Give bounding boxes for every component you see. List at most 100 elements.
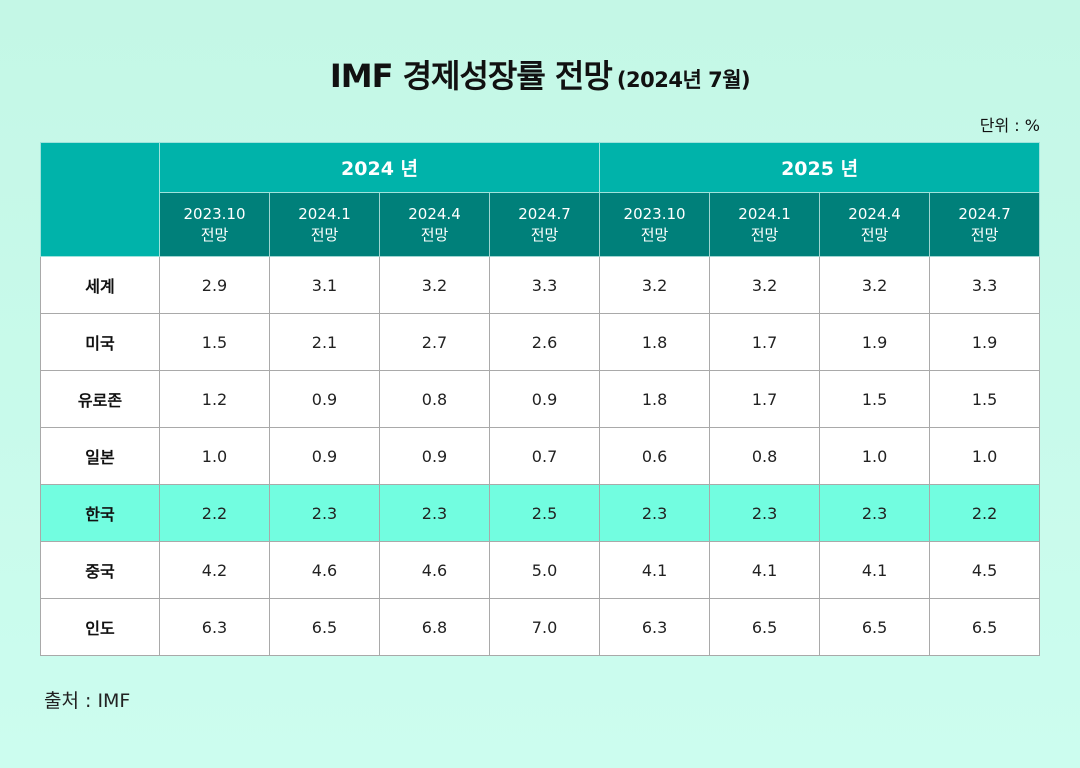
value-cell: 2.3 <box>709 484 821 542</box>
table-row: 중국 4.2 4.6 4.6 5.0 4.1 4.1 4.1 4.5 <box>40 541 1041 599</box>
value-cell: 3.2 <box>599 256 711 314</box>
period-header-cell: 2024.1 전망 <box>269 192 380 257</box>
value-cell: 2.6 <box>488 313 601 371</box>
period-suffix-label: 전망 <box>530 225 559 244</box>
value-cell: 6.5 <box>819 598 931 656</box>
forecast-table: 2024 년 2025 년 2023.10 전망 2024.1 전망 2024.4 전망 2… <box>40 142 1041 656</box>
table-row: 한국 2.2 2.3 2.3 2.5 2.3 2.3 2.3 2.2 <box>40 484 1041 542</box>
chart-title-main: IMF 경제성장률 전망 <box>329 57 613 95</box>
period-suffix-label: 전망 <box>420 225 449 244</box>
source-note: 출처 : IMF <box>44 690 131 712</box>
value-cell: 2.9 <box>159 256 270 314</box>
row-label-country: 중국 <box>40 541 160 599</box>
value-cell: 6.5 <box>709 598 821 656</box>
value-cell: 3.3 <box>929 256 1041 314</box>
value-cell: 2.3 <box>599 484 711 542</box>
value-cell: 1.7 <box>709 313 821 371</box>
corner-header-cell <box>40 142 160 257</box>
value-cell: 3.2 <box>379 256 490 314</box>
period-suffix-label: 전망 <box>200 225 229 244</box>
value-cell: 4.6 <box>379 541 490 599</box>
period-header-cell: 2024.7 전망 <box>929 192 1041 257</box>
value-cell: 2.5 <box>488 484 601 542</box>
value-cell: 1.0 <box>929 427 1041 485</box>
value-cell: 4.1 <box>819 541 931 599</box>
value-cell: 6.5 <box>269 598 380 656</box>
year-header-row: 2024 년 2025 년 <box>40 142 1041 257</box>
value-cell: 6.3 <box>599 598 711 656</box>
value-cell: 2.7 <box>379 313 490 371</box>
value-cell: 1.7 <box>709 370 821 428</box>
value-cell: 2.3 <box>269 484 380 542</box>
value-cell: 2.3 <box>819 484 931 542</box>
chart-title-sub: (2024년 7월) <box>616 68 751 92</box>
period-date-label: 2024.4 <box>848 204 901 223</box>
chart-title: IMF 경제성장률 전망 (2024년 7월) <box>0 52 1080 106</box>
value-cell: 0.7 <box>488 427 601 485</box>
period-header-cell: 2024.1 전망 <box>709 192 821 257</box>
period-suffix-label: 전망 <box>860 225 889 244</box>
value-cell: 1.5 <box>929 370 1041 428</box>
row-label-country: 미국 <box>40 313 160 371</box>
period-header-cell: 2024.7 전망 <box>488 192 601 257</box>
table-row: 세계 2.9 3.1 3.2 3.3 3.2 3.2 3.2 3.3 <box>40 256 1041 314</box>
period-date-label: 2023.10 <box>623 204 686 223</box>
value-cell: 2.2 <box>929 484 1041 542</box>
value-cell: 6.3 <box>159 598 270 656</box>
table-row: 인도 6.3 6.5 6.8 7.0 6.3 6.5 6.5 6.5 <box>40 598 1041 656</box>
value-cell: 6.8 <box>379 598 490 656</box>
period-date-label: 2024.1 <box>738 204 791 223</box>
value-cell: 0.8 <box>709 427 821 485</box>
value-cell: 2.2 <box>159 484 270 542</box>
period-date-label: 2024.1 <box>298 204 351 223</box>
value-cell: 1.2 <box>159 370 270 428</box>
table-row: 일본 1.0 0.9 0.9 0.7 0.6 0.8 1.0 1.0 <box>40 427 1041 485</box>
value-cell: 5.0 <box>488 541 601 599</box>
period-header-row: 2023.10 전망 2024.1 전망 2024.4 전망 2024.7 전망 2023.10… <box>41 192 1041 257</box>
period-date-label: 2024.7 <box>518 204 571 223</box>
value-cell: 1.5 <box>159 313 270 371</box>
value-cell: 3.2 <box>709 256 821 314</box>
row-label-country: 인도 <box>40 598 160 656</box>
value-cell: 2.3 <box>379 484 490 542</box>
value-cell: 6.5 <box>929 598 1041 656</box>
value-cell: 1.8 <box>599 370 711 428</box>
table-body: 세계 2.9 3.1 3.2 3.3 3.2 3.2 3.2 3.3 미국 1.5 2.1 2.7 2.6… <box>40 256 1041 656</box>
value-cell: 2.1 <box>269 313 380 371</box>
unit-label: 단위 : % <box>979 116 1040 135</box>
row-label-country: 한국 <box>40 484 160 542</box>
value-cell: 3.1 <box>269 256 380 314</box>
value-cell: 4.1 <box>599 541 711 599</box>
value-cell: 0.9 <box>488 370 601 428</box>
year-header-2025: 2025 년 <box>599 142 1041 193</box>
period-date-label: 2024.7 <box>958 204 1011 223</box>
period-suffix-label: 전망 <box>970 225 999 244</box>
period-suffix-label: 전망 <box>310 225 339 244</box>
period-header-cell: 2024.4 전망 <box>379 192 490 257</box>
value-cell: 0.6 <box>599 427 711 485</box>
value-cell: 4.1 <box>709 541 821 599</box>
value-cell: 1.5 <box>819 370 931 428</box>
table-row: 유로존 1.2 0.9 0.8 0.9 1.8 1.7 1.5 1.5 <box>40 370 1041 428</box>
value-cell: 1.0 <box>819 427 931 485</box>
value-cell: 1.9 <box>929 313 1041 371</box>
year-header-2024: 2024 년 <box>158 142 601 193</box>
value-cell: 3.3 <box>488 256 601 314</box>
value-cell: 7.0 <box>488 598 601 656</box>
period-date-label: 2024.4 <box>408 204 461 223</box>
period-date-label: 2023.10 <box>183 204 246 223</box>
value-cell: 1.9 <box>819 313 931 371</box>
value-cell: 4.2 <box>159 541 270 599</box>
row-label-country: 일본 <box>40 427 160 485</box>
value-cell: 4.5 <box>929 541 1041 599</box>
row-label-country: 세계 <box>40 256 160 314</box>
value-cell: 0.9 <box>269 370 380 428</box>
period-header-cell: 2023.10 전망 <box>159 192 270 257</box>
period-header-cell: 2023.10 전망 <box>599 192 711 257</box>
value-cell: 0.9 <box>379 427 490 485</box>
period-suffix-label: 전망 <box>640 225 669 244</box>
period-suffix-label: 전망 <box>750 225 779 244</box>
period-header-cell: 2024.4 전망 <box>819 192 931 257</box>
value-cell: 4.6 <box>269 541 380 599</box>
value-cell: 0.8 <box>379 370 490 428</box>
